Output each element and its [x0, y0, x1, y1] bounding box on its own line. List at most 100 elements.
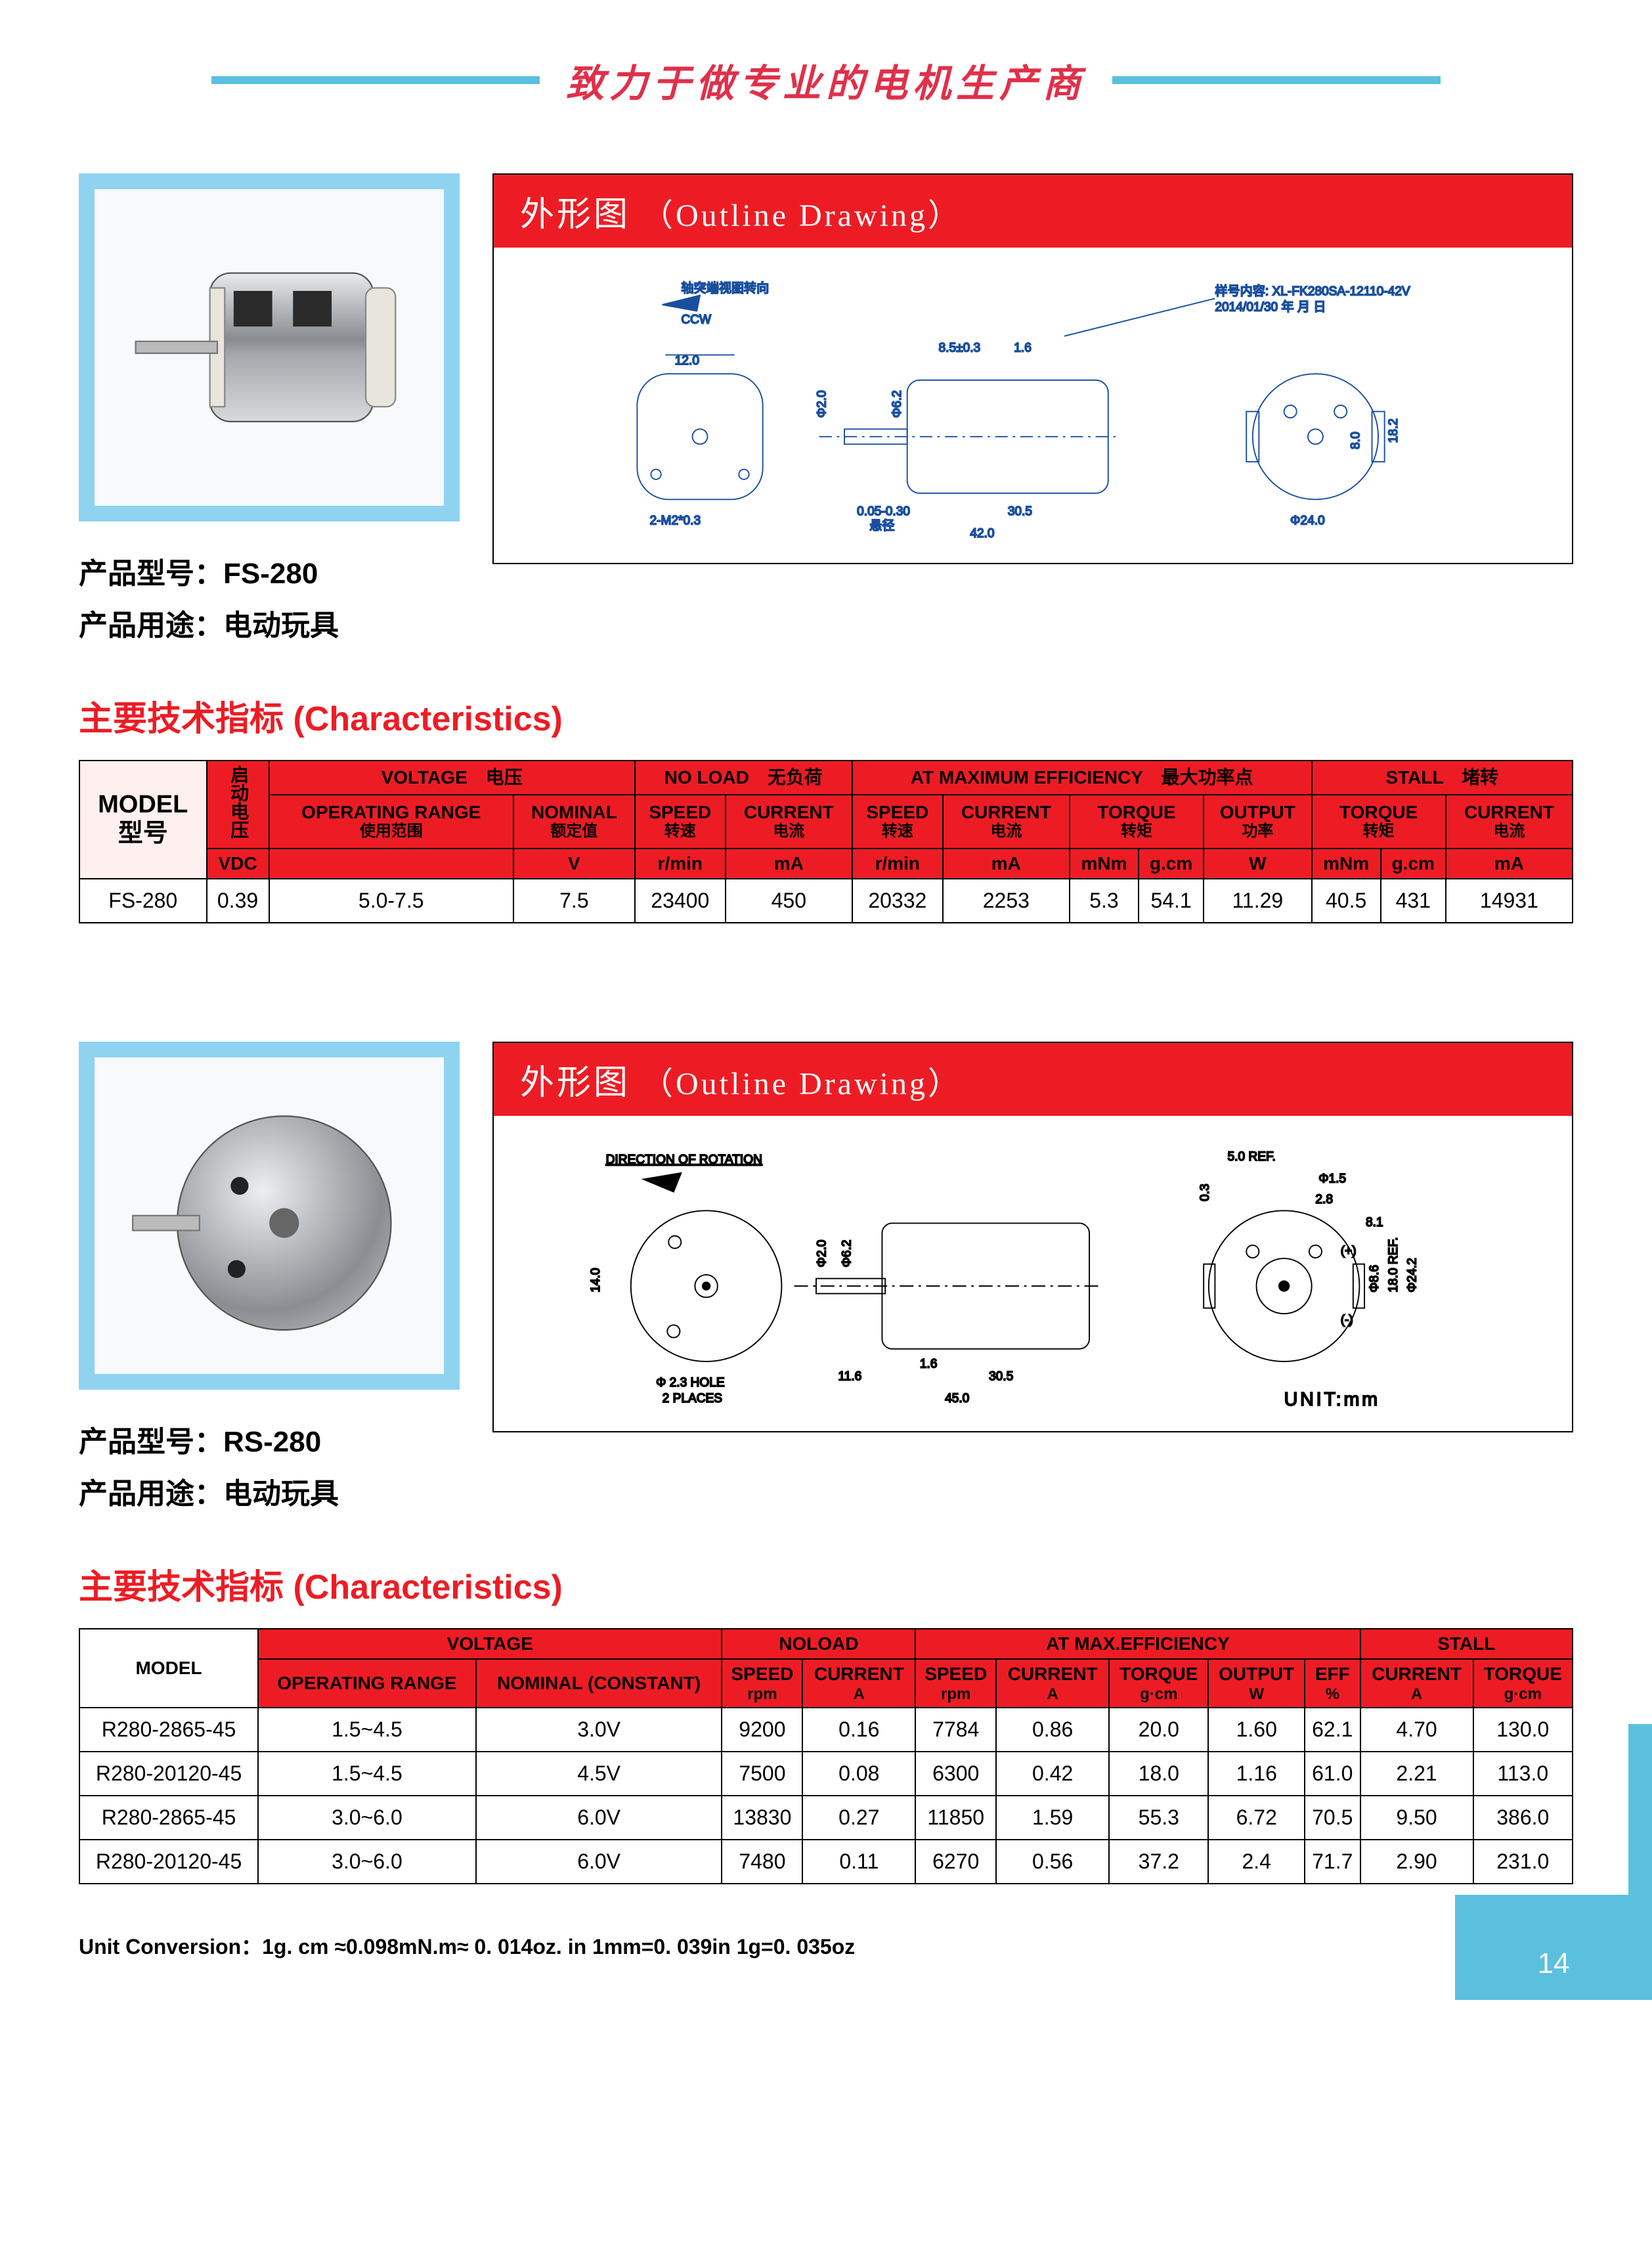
cell-range: 3.0~6.0 [258, 1840, 476, 1884]
t1-h-mecurrent: CURRENT电流 [943, 795, 1070, 848]
t1-h-mespeed: SPEED转速 [852, 795, 943, 848]
cell-me_output: 1.60 [1208, 1708, 1304, 1752]
table-row: R280-20120-451.5~4.54.5V75000.0863000.42… [79, 1752, 1573, 1796]
svg-text:1.6: 1.6 [920, 1357, 938, 1371]
table-row: R280-2865-451.5~4.53.0V92000.1677840.862… [79, 1708, 1573, 1752]
page: 致力于做专业的电机生产商 [0, 0, 1652, 2000]
t1-h-maxeff: AT MAXIMUM EFFICIENCY 最大功率点 [852, 761, 1312, 795]
t2-h-nominal: NOMINAL (CONSTANT) [476, 1659, 722, 1708]
svg-text:Φ6.2: Φ6.2 [840, 1239, 854, 1267]
svg-text:悬径: 悬径 [869, 518, 894, 533]
cell-st_torque: 130.0 [1473, 1708, 1573, 1752]
motor-photo-icon-2 [121, 1081, 418, 1350]
t1-h-vdc-top: 启动电压 [207, 761, 269, 848]
svg-text:1.6: 1.6 [1014, 342, 1032, 355]
svg-text:Φ2.0: Φ2.0 [815, 390, 829, 418]
t1-h-meoutput: OUTPUT功率 [1204, 795, 1311, 848]
t1-h-stcurrent: CURRENT电流 [1446, 795, 1573, 848]
cell-nominal: 4.5V [476, 1752, 722, 1796]
p2-use-value: 电动玩具 [223, 1478, 339, 1510]
cell-me_torque: 37.2 [1109, 1840, 1208, 1884]
t1-u-mespeed: r/min [852, 849, 943, 879]
drawing-1-header: 外形图 （Outline Drawing） [494, 175, 1572, 248]
cell-vdc: 0.39 [207, 879, 269, 923]
cell-me_torque: 18.0 [1109, 1752, 1208, 1796]
t2-h-meout: OUTPUTW [1208, 1659, 1304, 1708]
page-header: 致力于做专业的电机生产商 [79, 53, 1573, 108]
cell-model: R280-20120-45 [79, 1840, 258, 1884]
cell-nominal: 7.5 [513, 879, 635, 923]
char-en-1: (Characteristics) [293, 700, 562, 738]
p2-use-label: 产品用途： [79, 1478, 223, 1510]
t2-h-sttq: TORQUEg·cm [1473, 1659, 1573, 1708]
table-row: R280-2865-453.0~6.06.0V138300.27118501.5… [79, 1796, 1573, 1840]
t2-h-range: OPERATING RANGE [258, 1659, 476, 1708]
product-2-photo-frame [79, 1042, 460, 1390]
outline-drawing-1: 轴突端视图转向 CCW 12.0 2-M2*0.3 [507, 261, 1559, 550]
cell-st_torque: 386.0 [1473, 1796, 1573, 1840]
drawing-2-title-en: （Outline Drawing） [641, 1067, 962, 1101]
svg-text:样号内容: XL-FK280SA-12110-42V: 样号内容: XL-FK280SA-12110-42V [1215, 284, 1410, 299]
outline-drawing-2: DIRECTION OF ROTATION 14.0 Φ 2.3 HOLE 2 … [507, 1129, 1559, 1418]
p1-use-label: 产品用途： [79, 609, 223, 642]
header-rule-right [1112, 76, 1441, 84]
t1-h-voltage: VOLTAGE 电压 [269, 761, 635, 795]
product-2-photo-col: 产品型号：RS-280 产品用途：电动玩具 [79, 1042, 460, 1520]
t2-h-mespeed: SPEEDrpm [915, 1659, 996, 1708]
product-2-block: 产品型号：RS-280 产品用途：电动玩具 外形图 （Outline Drawi… [79, 1042, 1573, 1520]
product-1-photo-col: 产品型号：FS-280 产品用途：电动玩具 [79, 173, 460, 652]
cell-range: 1.5~4.5 [258, 1708, 476, 1752]
svg-text:8.5±0.3: 8.5±0.3 [939, 342, 981, 355]
cell-st_current: 4.70 [1360, 1708, 1473, 1752]
product-1-photo-frame [79, 173, 460, 521]
cell-model: R280-2865-45 [79, 1708, 258, 1752]
t2-h-nlcur: CURRENTA [802, 1659, 915, 1708]
cell-me_torque_mnm: 5.3 [1070, 879, 1139, 923]
svg-text:30.5: 30.5 [1008, 504, 1032, 518]
product-2-labels: 产品型号：RS-280 产品用途：电动玩具 [79, 1416, 460, 1520]
drawing-1-title-en: （Outline Drawing） [641, 198, 962, 233]
cell-me_output: 2.4 [1208, 1840, 1304, 1884]
t1-u-sttq1: mNm [1312, 849, 1381, 879]
svg-text:UNIT:mm: UNIT:mm [1284, 1389, 1380, 1410]
t1-u-vdc: VDC [207, 849, 269, 879]
cell-nominal: 6.0V [476, 1796, 722, 1840]
drawing-2-body: DIRECTION OF ROTATION 14.0 Φ 2.3 HOLE 2 … [494, 1116, 1572, 1431]
cell-me_current: 0.42 [996, 1752, 1109, 1796]
characteristics-title-1: 主要技术指标 (Characteristics) [79, 691, 1573, 740]
t2-h-metq: TORQUEg·cm [1109, 1659, 1208, 1708]
t1-u-mecurrent: mA [943, 849, 1070, 879]
t1-h-range: OPERATING RANGE使用范围 [269, 795, 513, 848]
cell-nl_current: 450 [726, 879, 852, 923]
svg-text:8.0: 8.0 [1349, 432, 1362, 449]
svg-text:Φ24.2: Φ24.2 [1405, 1258, 1419, 1292]
t2-h-meeff: EFF% [1305, 1659, 1360, 1708]
cell-st_current: 2.90 [1360, 1840, 1473, 1884]
t1-u-metq1: mNm [1070, 849, 1139, 879]
t1-h-sttorque: TORQUE转矩 [1312, 795, 1446, 848]
motor-photo-icon [121, 213, 418, 482]
char-cn-1: 主要技术指标 [79, 700, 284, 738]
cell-me_output: 1.16 [1208, 1752, 1304, 1796]
cell-nl_current: 0.27 [802, 1796, 915, 1840]
dwg1-ccw: CCW [681, 313, 711, 327]
char-en-2: (Characteristics) [293, 1568, 562, 1606]
svg-text:Φ 2.3 HOLE: Φ 2.3 HOLE [656, 1376, 725, 1390]
svg-text:18.0 REF.: 18.0 REF. [1387, 1237, 1401, 1292]
t1-u-meout: W [1204, 849, 1311, 879]
page-slogan: 致力于做专业的电机生产商 [566, 53, 1086, 108]
drawing-2-header: 外形图 （Outline Drawing） [494, 1043, 1572, 1116]
cell-me_current: 2253 [943, 879, 1070, 923]
p1-use-value: 电动玩具 [223, 609, 339, 642]
dwg1-rot-cn: 轴突端视图转向 [681, 281, 769, 296]
cell-nominal: 6.0V [476, 1840, 722, 1884]
cell-me_torque_gcm: 54.1 [1139, 879, 1204, 923]
cell-me_eff: 70.5 [1305, 1796, 1360, 1840]
svg-text:42.0: 42.0 [970, 527, 994, 541]
cell-nl_current: 0.11 [802, 1840, 915, 1884]
table-row: R280-20120-453.0~6.06.0V74800.1162700.56… [79, 1840, 1573, 1884]
cell-st_torque_mnm: 40.5 [1312, 879, 1381, 923]
svg-text:2.8: 2.8 [1315, 1193, 1333, 1206]
t1-u-range [269, 849, 513, 879]
cell-range: 3.0~6.0 [258, 1796, 476, 1840]
